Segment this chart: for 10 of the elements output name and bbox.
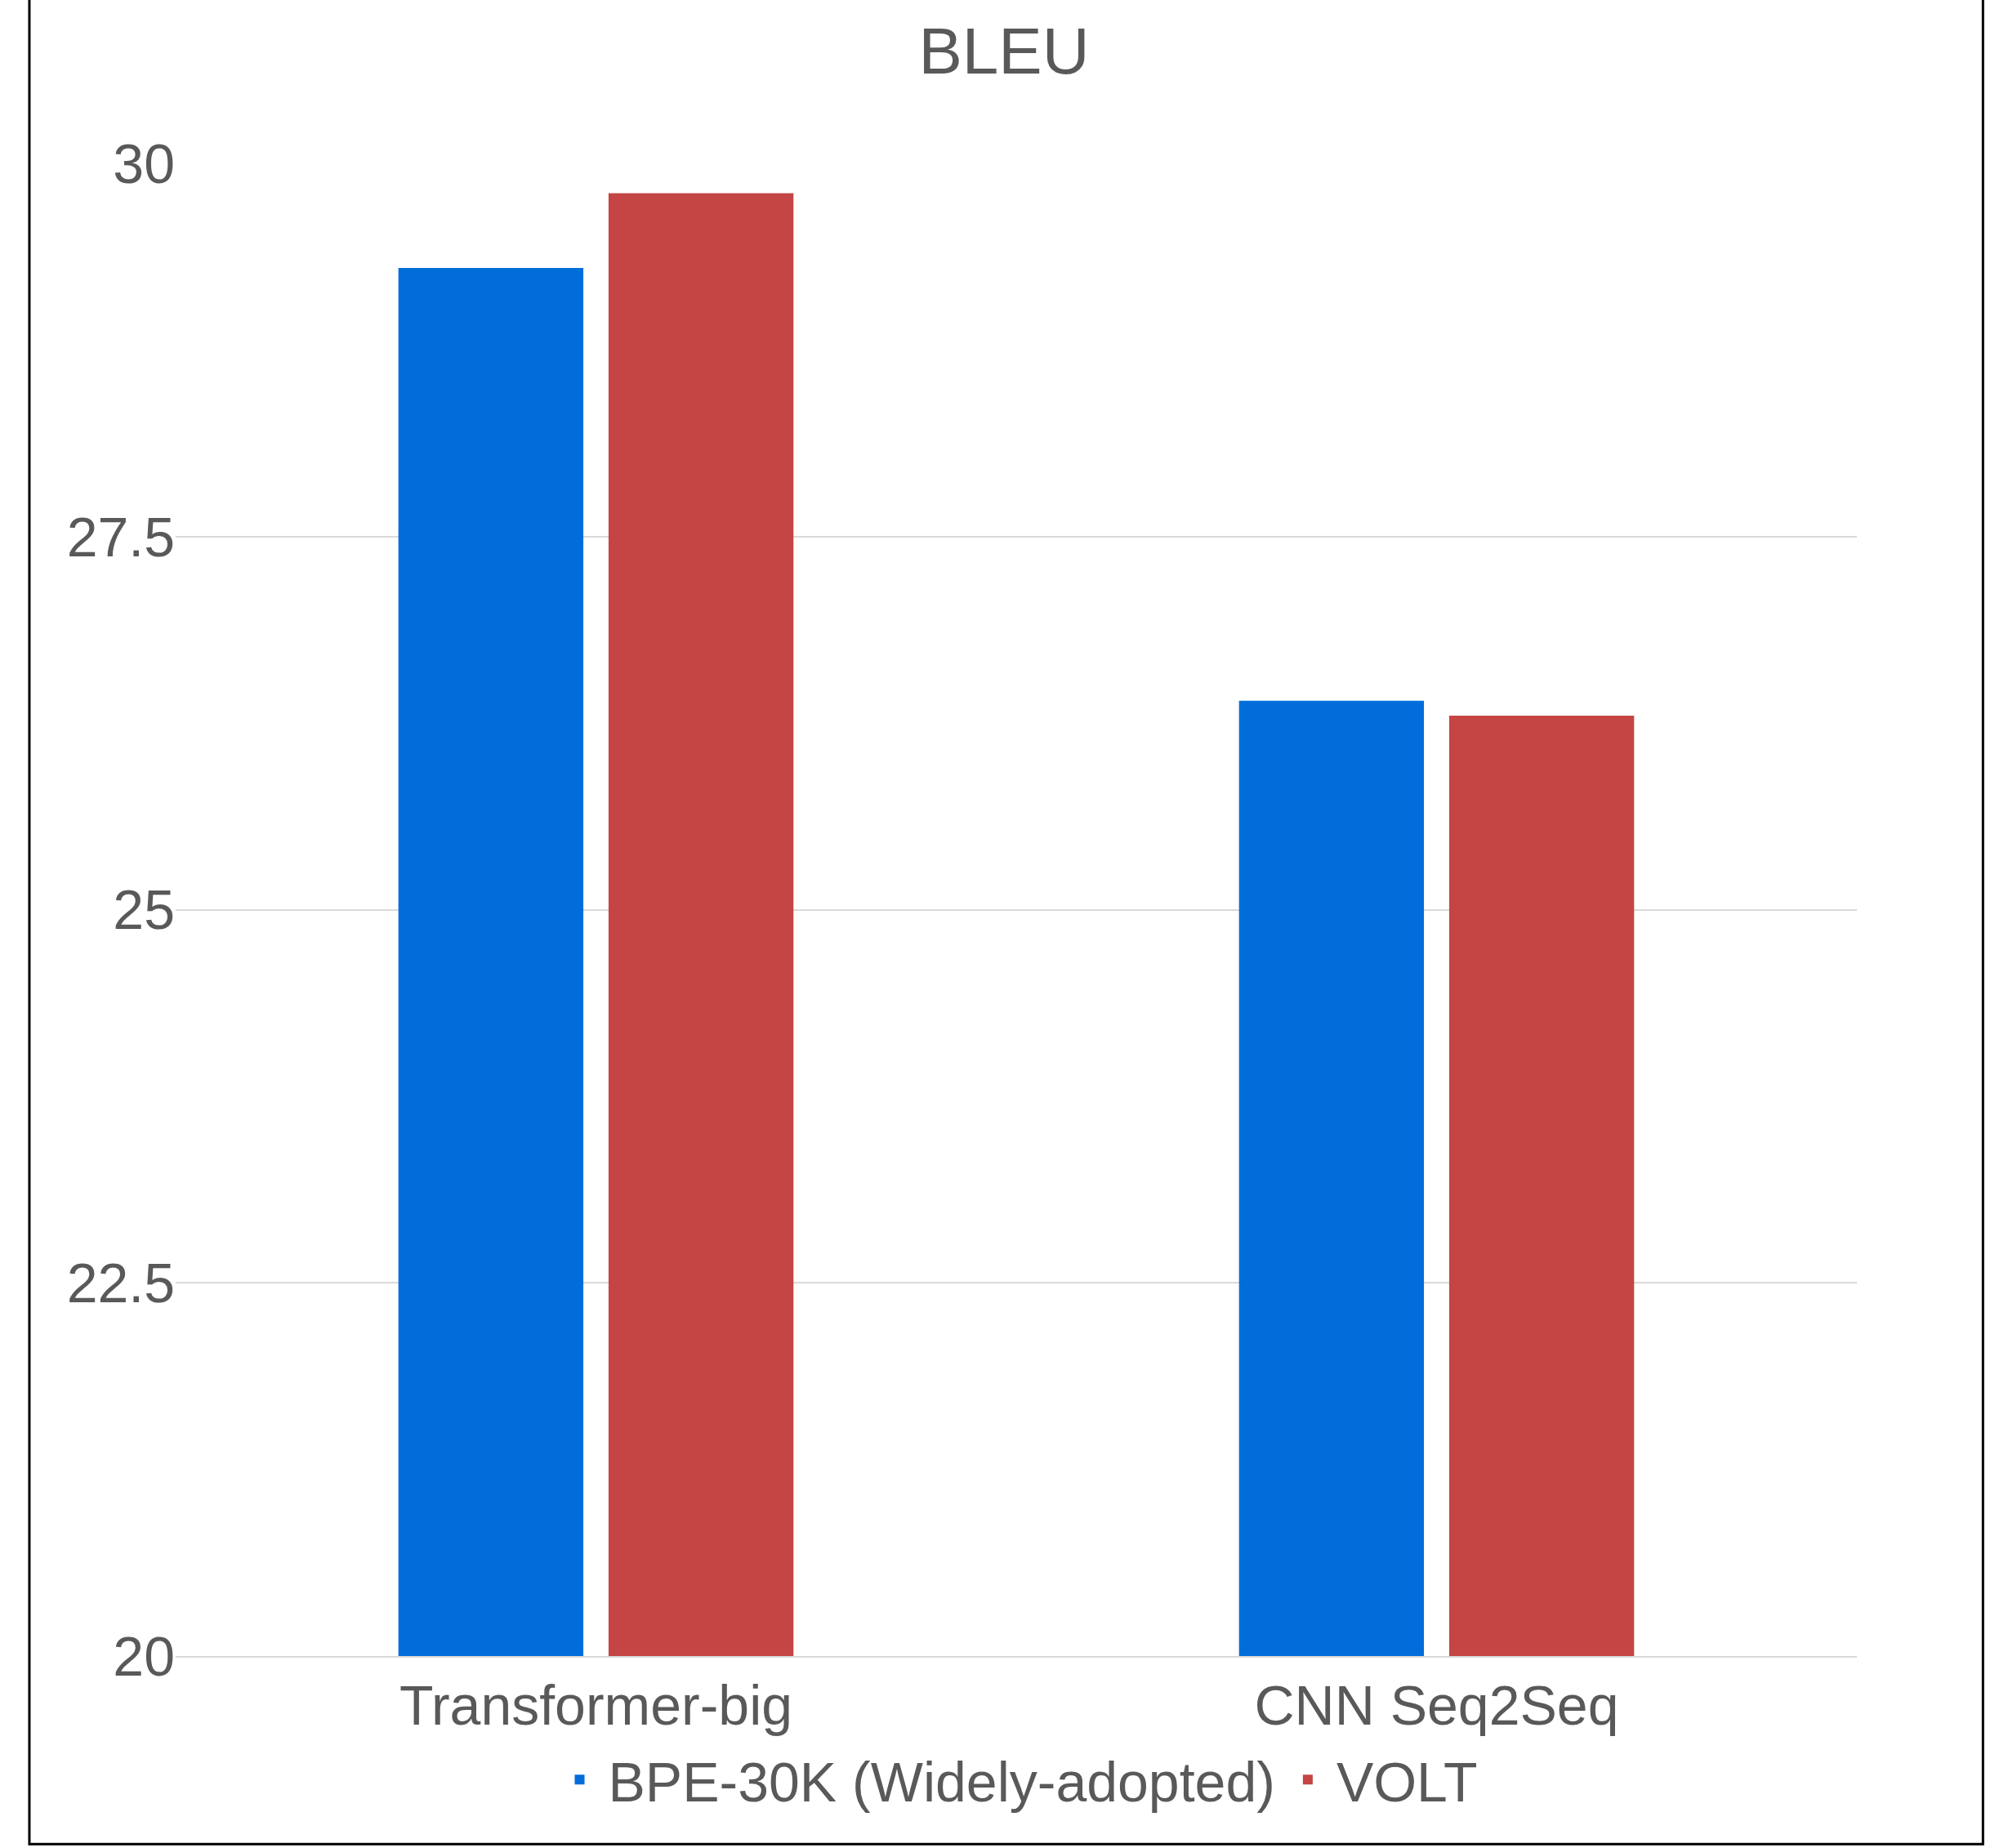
x-tick-label: CNN Seq2Seq (1254, 1673, 1619, 1736)
legend-label: BPE-30K (Widely-adopted) (608, 1750, 1275, 1813)
x-tick-label: Transformer-big (399, 1673, 793, 1736)
y-tick-label: 22.5 (66, 1252, 175, 1315)
y-tick-label: 30 (113, 132, 175, 194)
legend-label: VOLT (1336, 1750, 1478, 1813)
chart-title: BLEU (918, 14, 1090, 87)
y-tick-label: 20 (113, 1624, 175, 1687)
y-tick-label: 25 (113, 878, 175, 941)
y-tick-label: 27.5 (66, 505, 175, 568)
